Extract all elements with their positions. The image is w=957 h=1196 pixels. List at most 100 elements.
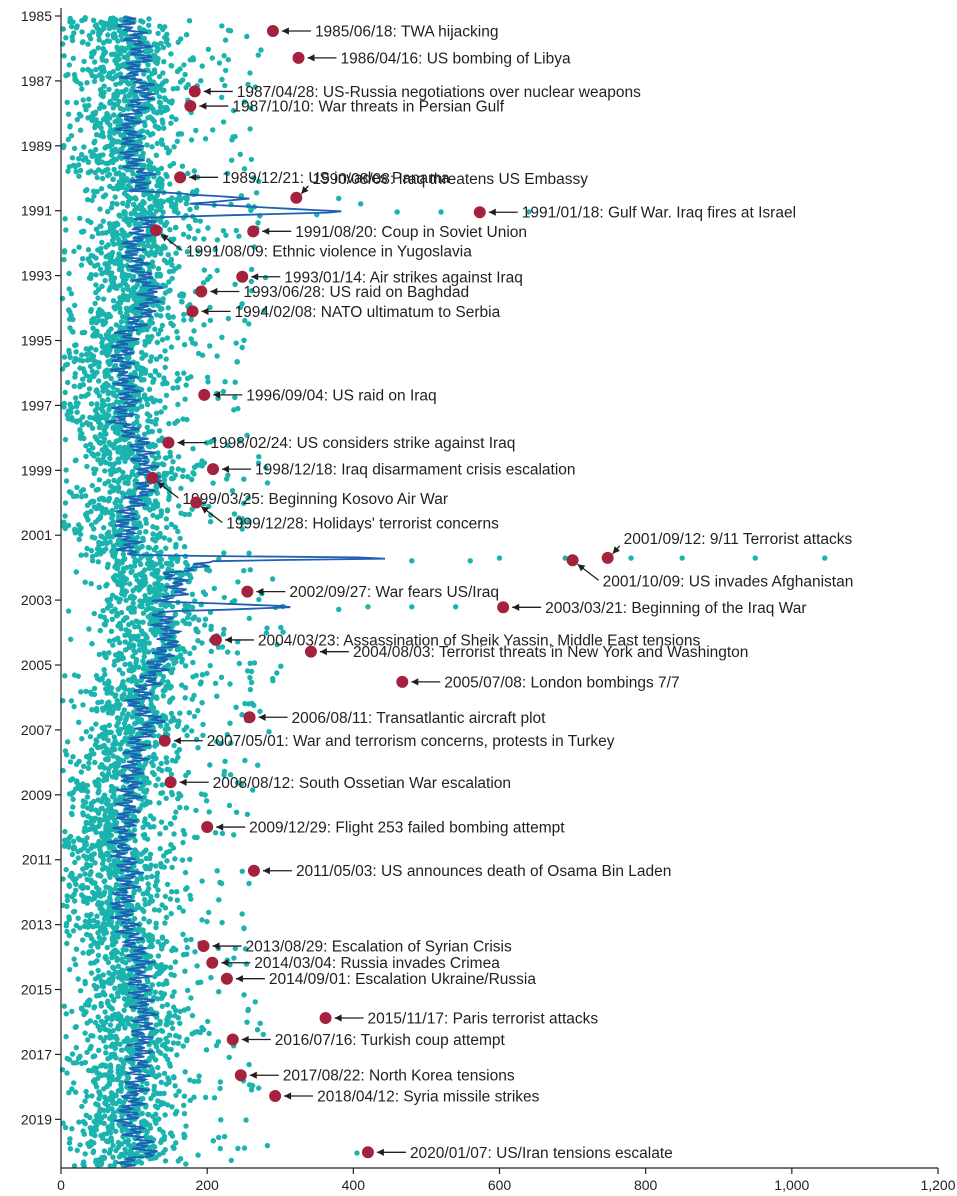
daily-point bbox=[196, 1073, 202, 1079]
daily-point bbox=[204, 918, 210, 925]
daily-point bbox=[173, 809, 179, 815]
daily-point bbox=[247, 126, 253, 132]
daily-point bbox=[152, 973, 158, 980]
daily-point bbox=[90, 1033, 96, 1039]
daily-point bbox=[188, 896, 194, 902]
daily-point bbox=[153, 924, 159, 931]
daily-point bbox=[167, 449, 173, 455]
daily-point bbox=[230, 107, 237, 114]
daily-point bbox=[186, 621, 192, 627]
daily-point bbox=[94, 551, 100, 558]
daily-point bbox=[80, 97, 86, 103]
daily-point bbox=[103, 254, 109, 260]
daily-point bbox=[93, 272, 99, 278]
daily-point bbox=[61, 53, 67, 59]
daily-point bbox=[147, 196, 153, 202]
daily-point bbox=[158, 1079, 164, 1086]
daily-point bbox=[63, 227, 69, 233]
daily-point bbox=[86, 626, 92, 632]
daily-point bbox=[107, 461, 113, 467]
daily-point bbox=[153, 1074, 159, 1080]
daily-point bbox=[100, 456, 106, 462]
daily-point bbox=[122, 211, 128, 218]
daily-point bbox=[93, 986, 99, 992]
daily-point bbox=[104, 944, 111, 951]
daily-point bbox=[169, 604, 176, 610]
daily-point bbox=[79, 330, 86, 336]
daily-point bbox=[96, 393, 103, 399]
daily-point bbox=[84, 80, 90, 86]
daily-point bbox=[95, 313, 101, 319]
daily-point bbox=[246, 321, 252, 327]
daily-point bbox=[169, 1020, 175, 1026]
daily-point bbox=[171, 660, 177, 667]
daily-point bbox=[172, 524, 179, 530]
daily-point bbox=[92, 59, 98, 65]
daily-point bbox=[88, 581, 94, 587]
daily-point bbox=[155, 450, 161, 456]
daily-point bbox=[199, 352, 206, 358]
daily-point bbox=[181, 370, 187, 376]
daily-point bbox=[159, 141, 166, 147]
daily-point bbox=[115, 581, 121, 587]
daily-point bbox=[158, 760, 164, 767]
daily-point bbox=[101, 497, 107, 503]
daily-point bbox=[102, 1009, 108, 1015]
daily-point bbox=[145, 881, 151, 887]
daily-point bbox=[221, 626, 227, 632]
daily-point bbox=[100, 40, 107, 46]
daily-point bbox=[65, 379, 71, 386]
daily-point bbox=[180, 952, 187, 958]
daily-point bbox=[216, 897, 222, 903]
daily-point bbox=[158, 137, 165, 143]
daily-point bbox=[78, 493, 85, 500]
daily-point bbox=[120, 287, 126, 293]
daily-point bbox=[104, 564, 111, 570]
daily-point bbox=[165, 42, 172, 48]
daily-point bbox=[88, 547, 95, 554]
daily-point bbox=[172, 959, 179, 965]
daily-point bbox=[82, 980, 88, 987]
daily-point bbox=[175, 1040, 181, 1047]
daily-point bbox=[163, 392, 170, 399]
daily-point bbox=[205, 46, 212, 52]
daily-point bbox=[111, 112, 117, 118]
daily-point bbox=[153, 863, 159, 869]
daily-point bbox=[181, 1102, 187, 1109]
daily-point bbox=[197, 1029, 203, 1036]
daily-point bbox=[100, 93, 106, 100]
daily-point bbox=[157, 845, 163, 852]
daily-point bbox=[80, 866, 86, 872]
daily-point bbox=[189, 728, 195, 734]
daily-point bbox=[162, 290, 169, 296]
daily-point bbox=[160, 381, 166, 387]
daily-point bbox=[110, 384, 116, 390]
daily-point bbox=[169, 556, 175, 562]
daily-point bbox=[154, 695, 160, 701]
daily-point bbox=[205, 1018, 211, 1025]
daily-point bbox=[169, 1104, 175, 1110]
daily-point bbox=[241, 476, 247, 482]
daily-point bbox=[207, 519, 214, 525]
daily-point bbox=[190, 674, 196, 680]
daily-point bbox=[84, 1093, 90, 1100]
daily-point bbox=[96, 424, 103, 431]
daily-point bbox=[168, 1046, 174, 1053]
daily-point bbox=[120, 758, 127, 764]
daily-point bbox=[82, 579, 88, 585]
daily-point bbox=[103, 1063, 109, 1070]
daily-point bbox=[106, 287, 112, 293]
daily-point bbox=[84, 1020, 90, 1026]
daily-point bbox=[214, 693, 220, 699]
daily-point bbox=[146, 640, 152, 646]
daily-point bbox=[168, 669, 175, 676]
daily-point bbox=[232, 394, 238, 401]
daily-point bbox=[70, 846, 77, 852]
daily-point bbox=[171, 742, 177, 749]
daily-point bbox=[96, 360, 102, 366]
daily-point bbox=[140, 19, 146, 25]
daily-point bbox=[61, 249, 68, 255]
daily-point bbox=[139, 876, 145, 882]
daily-point bbox=[102, 510, 108, 516]
daily-point bbox=[141, 71, 147, 77]
